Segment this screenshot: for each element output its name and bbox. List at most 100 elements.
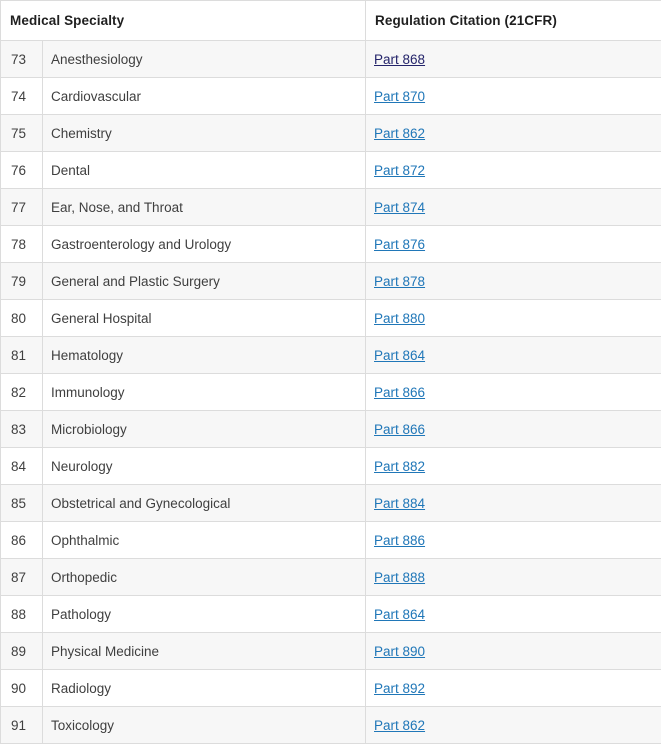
panel-number-cell: 83 [1,411,43,448]
specialty-cell: Anesthesiology [43,41,366,78]
panel-number-cell: 85 [1,485,43,522]
citation-link[interactable]: Part 876 [374,237,425,252]
panel-number-cell: 89 [1,633,43,670]
citation-link[interactable]: Part 862 [374,718,425,733]
specialty-cell: General Hospital [43,300,366,337]
citation-cell: Part 888 [366,559,661,596]
specialty-cell: Toxicology [43,707,366,744]
citation-cell: Part 862 [366,707,661,744]
panel-number-cell: 84 [1,448,43,485]
citation-cell: Part 868 [366,41,661,78]
panel-number-cell: 86 [1,522,43,559]
citation-link[interactable]: Part 874 [374,200,425,215]
citation-cell: Part 876 [366,226,661,263]
citation-link[interactable]: Part 882 [374,459,425,474]
specialty-cell: Immunology [43,374,366,411]
panel-number-cell: 90 [1,670,43,707]
specialty-cell: Neurology [43,448,366,485]
panel-number-cell: 78 [1,226,43,263]
panel-number-cell: 74 [1,78,43,115]
panel-number-cell: 91 [1,707,43,744]
panel-number-cell: 79 [1,263,43,300]
citation-cell: Part 882 [366,448,661,485]
specialty-cell: Gastroenterology and Urology [43,226,366,263]
citation-link[interactable]: Part 864 [374,607,425,622]
panel-number-cell: 73 [1,41,43,78]
citation-cell: Part 878 [366,263,661,300]
specialty-cell: Ear, Nose, and Throat [43,189,366,226]
citation-cell: Part 866 [366,411,661,448]
specialty-cell: Obstetrical and Gynecological [43,485,366,522]
citation-link[interactable]: Part 884 [374,496,425,511]
citation-link[interactable]: Part 866 [374,385,425,400]
citation-link[interactable]: Part 868 [374,52,425,67]
specialty-cell: Pathology [43,596,366,633]
citation-link[interactable]: Part 872 [374,163,425,178]
panel-number-cell: 80 [1,300,43,337]
panel-number-cell: 88 [1,596,43,633]
citation-cell: Part 874 [366,189,661,226]
citation-link[interactable]: Part 866 [374,422,425,437]
citation-cell: Part 872 [366,152,661,189]
panel-number-cell: 75 [1,115,43,152]
citation-cell: Part 880 [366,300,661,337]
citation-cell: Part 866 [366,374,661,411]
specialty-cell: Chemistry [43,115,366,152]
specialty-cell: Radiology [43,670,366,707]
citation-link[interactable]: Part 862 [374,126,425,141]
citation-link[interactable]: Part 888 [374,570,425,585]
panel-number-cell: 76 [1,152,43,189]
citation-link[interactable]: Part 886 [374,533,425,548]
citation-link[interactable]: Part 878 [374,274,425,289]
citation-cell: Part 870 [366,78,661,115]
specialty-cell: Ophthalmic [43,522,366,559]
citation-link[interactable]: Part 870 [374,89,425,104]
column-header-regulation-citation: Regulation Citation (21CFR) [366,1,661,41]
citation-link[interactable]: Part 890 [374,644,425,659]
citation-cell: Part 864 [366,596,661,633]
citation-cell: Part 892 [366,670,661,707]
header-row: Medical Specialty Regulation Citation (2… [1,1,661,41]
citation-cell: Part 864 [366,337,661,374]
citation-link[interactable]: Part 892 [374,681,425,696]
specialty-cell: General and Plastic Surgery [43,263,366,300]
citation-cell: Part 890 [366,633,661,670]
specialty-cell: Cardiovascular [43,78,366,115]
column-header-medical-specialty: Medical Specialty [1,1,366,41]
citation-link[interactable]: Part 880 [374,311,425,326]
citation-cell: Part 884 [366,485,661,522]
panel-number-cell: 81 [1,337,43,374]
specialty-cell: Microbiology [43,411,366,448]
specialty-cell: Dental [43,152,366,189]
specialty-cell: Physical Medicine [43,633,366,670]
specialty-cell: Orthopedic [43,559,366,596]
citation-link[interactable]: Part 864 [374,348,425,363]
citation-cell: Part 862 [366,115,661,152]
specialty-cell: Hematology [43,337,366,374]
panel-number-cell: 87 [1,559,43,596]
panel-number-cell: 82 [1,374,43,411]
panel-number-cell: 77 [1,189,43,226]
